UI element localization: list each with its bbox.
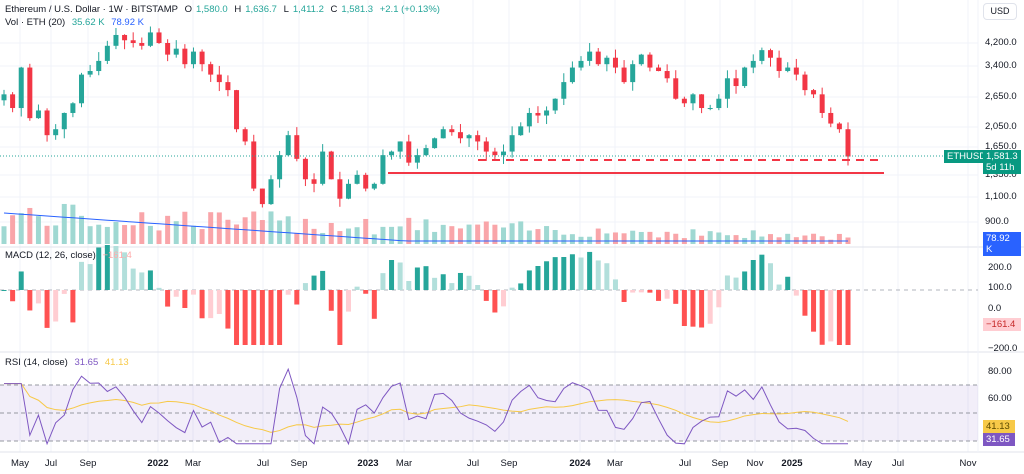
macd-tick: 100.0	[988, 282, 1012, 293]
time-tick: Sep	[79, 458, 97, 469]
rsi-legend: RSI (14, close) 31.65 41.13	[5, 357, 133, 368]
volume-value: 35.62 K	[71, 17, 105, 28]
price-tick: 1,650.0	[985, 141, 1017, 152]
price-tick: 2,650.0	[985, 91, 1017, 102]
currency-button[interactable]: USD	[983, 3, 1017, 20]
price-tick: 900.0	[985, 216, 1009, 227]
time-tick: Sep	[711, 458, 729, 469]
macd-tick: 200.0	[988, 262, 1012, 273]
time-tick: Mar	[184, 458, 202, 469]
symbol-price-tag: ETHUSD	[944, 150, 990, 163]
time-tick: 2024	[569, 458, 591, 469]
volume-ma-value: 78.92 K	[111, 17, 144, 28]
macd-tick: 0.0	[988, 303, 1002, 314]
change-value: +2.1 (+0.13%)	[379, 4, 440, 15]
close-value: 1,581.3	[341, 4, 374, 15]
rsi-label[interactable]: RSI (14, close)	[5, 357, 68, 368]
low-value: 1,411.2	[292, 4, 324, 15]
last-price-tag: 1,581.3 5d 11h	[983, 150, 1021, 174]
rsi-tick: 80.00	[988, 366, 1012, 377]
time-tick: Jul	[891, 458, 905, 469]
rsi-value: 31.65	[74, 357, 99, 368]
macd-value: −161.4	[102, 250, 132, 261]
time-tick: Jul	[678, 458, 692, 469]
time-tick: Mar	[395, 458, 413, 469]
time-tick: Nov	[746, 458, 764, 469]
macd-tick: −200.0	[988, 343, 1018, 354]
price-tick: 4,200.0	[985, 37, 1017, 48]
volume-legend: Vol · ETH (20) 35.62 K 78.92 K	[5, 17, 148, 28]
time-tick: Mar	[606, 458, 624, 469]
time-tick: Jul	[466, 458, 480, 469]
time-tick: 2023	[357, 458, 379, 469]
macd-legend: MACD (12, 26, close) −161.4	[5, 250, 136, 261]
volume-label[interactable]: Vol · ETH (20)	[5, 17, 66, 28]
macd-label[interactable]: MACD (12, 26, close)	[5, 250, 96, 261]
price-tick: 1,350.0	[985, 169, 1017, 180]
time-tick: Jul	[256, 458, 270, 469]
price-tick: 1,100.0	[985, 191, 1017, 202]
time-tick: 2025	[781, 458, 803, 469]
rsi-ma-tag: 41.13	[983, 420, 1015, 433]
volume-ma-tag: 78.92 K	[983, 232, 1021, 256]
time-tick: Sep	[500, 458, 518, 469]
time-tick: Sep	[290, 458, 308, 469]
symbol-title[interactable]: Ethereum / U.S. Dollar · 1W · BITSTAMP	[5, 4, 178, 15]
rsi-tick: 60.00	[988, 393, 1012, 404]
macd-tag: −161.4	[983, 318, 1021, 331]
symbol-legend: Ethereum / U.S. Dollar · 1W · BITSTAMP O…	[5, 4, 440, 15]
open-value: 1,580.0	[196, 4, 228, 15]
high-value: 1,636.7	[245, 4, 277, 15]
time-tick: May	[11, 458, 29, 469]
time-tick: 2022	[147, 458, 169, 469]
price-tick: 3,400.0	[985, 60, 1017, 71]
time-tick: Jul	[44, 458, 58, 469]
rsi-ma-value: 41.13	[104, 357, 129, 368]
time-tick: May	[854, 458, 872, 469]
time-tick: Nov	[959, 458, 977, 469]
price-tick: 2,050.0	[985, 121, 1017, 132]
bar-countdown: 5d 11h	[986, 162, 1015, 173]
rsi-tag: 31.65	[983, 433, 1015, 446]
